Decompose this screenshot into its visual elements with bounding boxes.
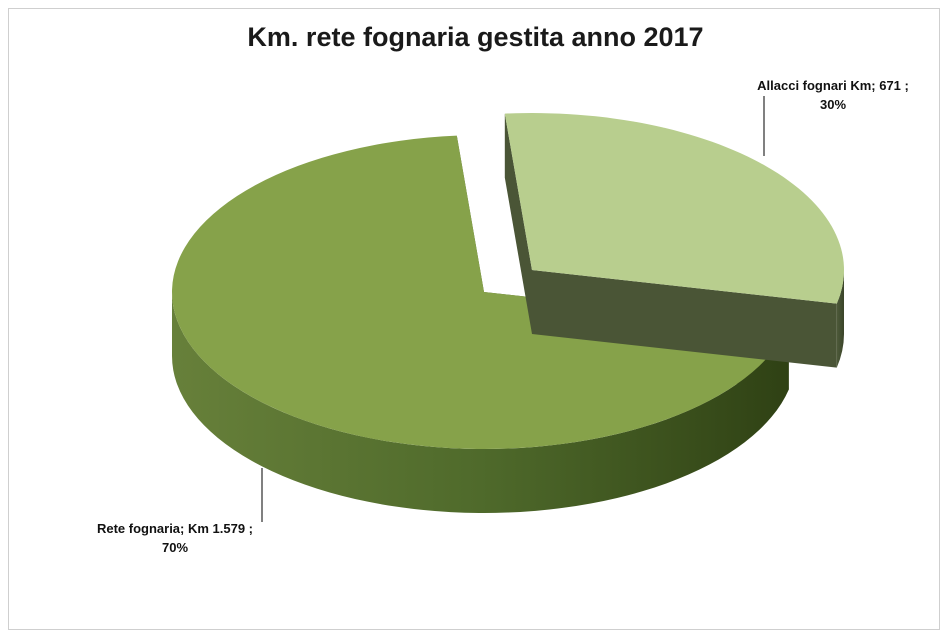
pie-slice-allacci bbox=[504, 113, 844, 368]
pie-slice-rete-top bbox=[172, 135, 789, 450]
data-label-rete: Rete fognaria; Km 1.579 ; 70% bbox=[70, 519, 280, 557]
data-label-allacci-line1: Allacci fognari Km; 671 ; bbox=[757, 78, 909, 93]
data-label-rete-percent: 70% bbox=[161, 540, 189, 555]
data-label-rete-line1: Rete fognaria; Km 1.579 ; bbox=[96, 521, 254, 536]
pie-slice-rete-rim bbox=[172, 292, 789, 514]
data-label-allacci-percent: 30% bbox=[819, 97, 847, 112]
pie-slice-allacci-wall-1 bbox=[532, 270, 837, 368]
pie-slice-allacci-top bbox=[504, 113, 844, 304]
data-label-allacci: Allacci fognari Km; 671 ; 30% bbox=[728, 76, 938, 114]
slices-layer bbox=[172, 113, 844, 514]
pie-slice-allacci-wall-0 bbox=[504, 113, 532, 334]
pie-slice-allacci-rim bbox=[836, 270, 844, 368]
chart-title: Km. rete fognaria gestita anno 2017 bbox=[247, 22, 704, 52]
